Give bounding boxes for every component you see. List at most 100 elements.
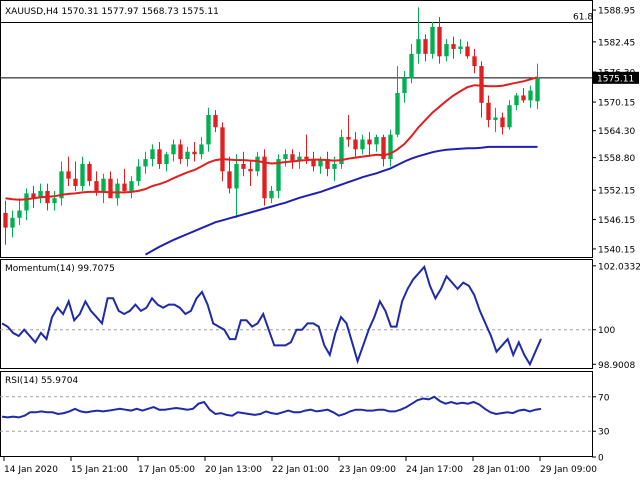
price-tick-label: 1588.95 — [598, 7, 635, 17]
candle — [458, 39, 463, 54]
price-panel-frame — [0, 0, 593, 258]
candle — [157, 141, 162, 169]
candle-body — [269, 190, 274, 199]
rsi-title: RSI(14) 55.9704 — [5, 376, 78, 386]
candle-body — [115, 183, 120, 199]
momentum-panel-frame — [0, 259, 593, 369]
candle — [136, 159, 141, 187]
candle — [73, 161, 78, 191]
time-tick-label: 28 Jan 01:00 — [473, 465, 530, 475]
sma-fast-line — [5, 76, 538, 201]
candle-body — [157, 149, 162, 164]
candle — [3, 200, 8, 245]
candle — [360, 134, 365, 155]
candle-body — [178, 144, 183, 160]
candle — [220, 122, 225, 182]
candle-body — [458, 46, 463, 49]
candle — [227, 156, 232, 194]
candle-body — [80, 163, 85, 187]
candle-body — [136, 166, 141, 182]
candle-body — [206, 115, 211, 145]
candle — [213, 110, 218, 133]
candle — [164, 151, 169, 172]
rsi-panel: RSI(14) 55.9704 70 30 0 — [0, 371, 610, 464]
candle-body — [430, 26, 435, 54]
candle-body — [423, 39, 428, 54]
candle — [437, 17, 442, 64]
candle-body — [325, 159, 330, 169]
candle-body — [59, 171, 64, 199]
candle — [381, 134, 386, 167]
candle-body — [192, 151, 197, 155]
candle — [122, 168, 127, 194]
candle-body — [500, 117, 505, 128]
momentum-panel: Momentum(14) 99.7075 102.0332 100 98.9008 — [0, 259, 640, 371]
candle-body — [66, 171, 71, 179]
candle — [192, 141, 197, 162]
candle-body — [416, 39, 421, 54]
time-tick-label: 17 Jan 05:00 — [138, 465, 195, 475]
time-tick-label: 29 Jan 09:00 — [540, 465, 597, 475]
candle — [451, 36, 456, 59]
candle — [304, 134, 309, 164]
chart-title: XAUUSD,H4 1570.31 1577.97 1568.73 1575.1… — [5, 7, 219, 17]
candle-body — [535, 77, 540, 102]
candle — [493, 107, 498, 133]
candle-body — [248, 168, 253, 172]
candle — [395, 66, 400, 138]
candle — [325, 151, 330, 177]
candle-body — [353, 139, 358, 150]
candle-body — [297, 156, 302, 162]
candle — [269, 186, 274, 204]
candle-body — [388, 134, 393, 160]
candle-body — [311, 159, 316, 167]
price-tick-label: 1540.15 — [598, 245, 635, 255]
candle-body — [199, 144, 204, 155]
candle-body — [94, 181, 99, 191]
candle-body — [73, 178, 78, 187]
candle-body — [514, 95, 519, 106]
candle — [178, 139, 183, 164]
candle — [171, 139, 176, 162]
sma-slow-line — [145, 145, 538, 256]
time-tick-label: 23 Jan 09:00 — [339, 465, 396, 475]
candle — [129, 176, 134, 199]
candle — [367, 132, 372, 157]
momentum-title: Momentum(14) 99.7075 — [5, 264, 115, 274]
momentum-tick-label: 100 — [598, 326, 615, 336]
candle — [10, 210, 15, 238]
candle-body — [472, 56, 477, 67]
price-tick-label: 1570.15 — [598, 99, 635, 109]
time-tick-label: 14 Jan 2020 — [4, 465, 58, 475]
time-tick-label: 24 Jan 17:00 — [406, 465, 463, 475]
candle-body — [493, 117, 498, 120]
candle-body — [409, 53, 414, 79]
candle-body — [17, 210, 22, 218]
candle-body — [521, 95, 526, 101]
candle — [423, 34, 428, 62]
candle-body — [367, 139, 372, 145]
candle — [444, 39, 449, 62]
price-tick-label: 1546.15 — [598, 216, 635, 226]
candle — [388, 129, 393, 167]
candle-body — [437, 26, 442, 57]
candle — [101, 173, 106, 204]
momentum-line — [1, 264, 542, 367]
price-tick-label: 1558.80 — [598, 154, 635, 164]
candle-body — [528, 90, 533, 101]
candle — [409, 44, 414, 84]
candle-body — [122, 183, 127, 191]
time-tick-label: 20 Jan 13:00 — [205, 465, 262, 475]
candle — [234, 154, 239, 218]
candle-body — [171, 144, 176, 155]
candle-body — [31, 193, 36, 199]
candle — [59, 161, 64, 206]
candle — [535, 63, 540, 110]
candle — [374, 134, 379, 152]
price-panel: 61.8 XAUUSD,H4 1570.31 1577.97 1568.73 1… — [0, 0, 639, 258]
candle-body — [143, 159, 148, 167]
rsi-tick-label: 30 — [598, 428, 610, 438]
candle-body — [465, 46, 470, 57]
candle — [276, 154, 281, 199]
